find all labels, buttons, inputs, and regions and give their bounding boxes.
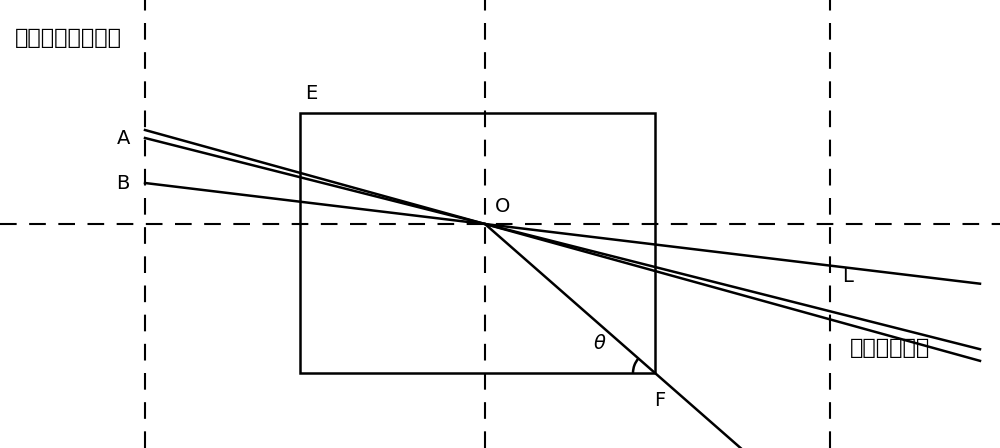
Text: θ: θ (594, 333, 606, 353)
Text: B: B (117, 173, 130, 193)
Text: 物理成像平面: 物理成像平面 (850, 338, 930, 358)
Text: O: O (495, 197, 510, 216)
Bar (300, 113, 655, 373)
Text: A: A (117, 129, 130, 147)
Text: E: E (305, 84, 317, 103)
Text: L: L (842, 267, 853, 285)
Text: F: F (654, 391, 666, 410)
Text: 客观世界实际病灶: 客观世界实际病灶 (15, 28, 122, 48)
